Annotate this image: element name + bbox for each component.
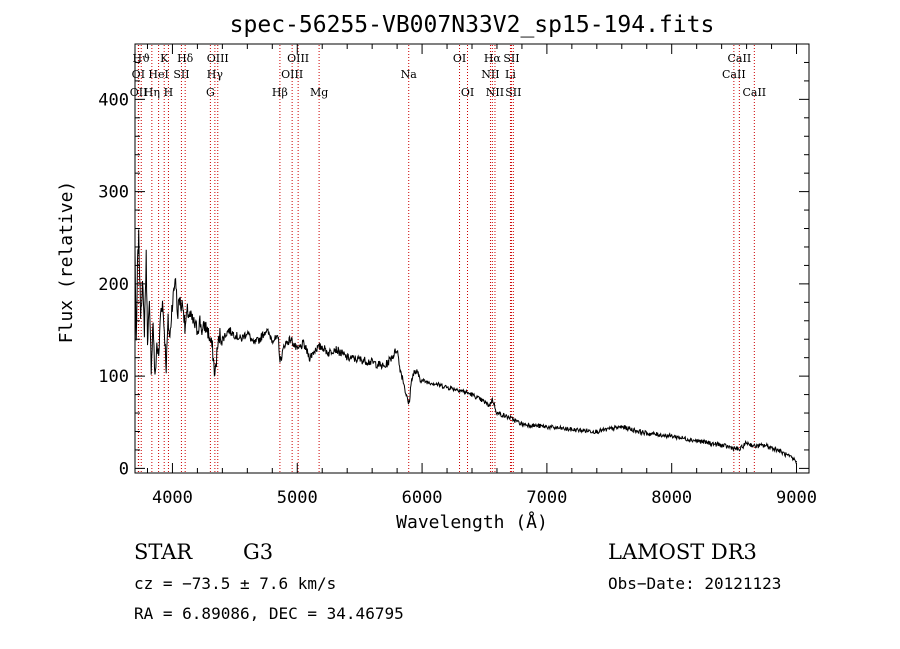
- line-label-7: H: [164, 86, 174, 99]
- line-label-0: Hϑ: [133, 52, 151, 65]
- line-label-20: SII: [503, 52, 519, 65]
- line-label-12: OIII: [287, 52, 309, 65]
- line-label-24: SII: [505, 86, 521, 99]
- x-tick-label-0: 4000: [152, 488, 193, 508]
- sky-coordinates: RA = 6.89086, DEC = 34.46795: [134, 604, 404, 623]
- x-tick-label-2: 6000: [402, 488, 443, 508]
- line-label-5: Hη: [144, 86, 160, 99]
- line-label-26: CaII: [722, 68, 746, 81]
- line-label-18: OI: [461, 86, 474, 99]
- line-label-25: CaII: [728, 52, 752, 65]
- line-label-22: Li: [505, 68, 516, 81]
- emission-line-markers: [137, 45, 755, 472]
- line-label-3: K: [160, 52, 169, 65]
- x-tick-label-3: 7000: [526, 488, 567, 508]
- x-axis-ticks: 4000 5000 6000 7000 8000 9000: [146, 44, 817, 508]
- x-tick-label-4: 8000: [651, 488, 692, 508]
- y-axis-label: Flux (relative): [56, 181, 77, 344]
- line-label-15: Mg: [310, 86, 328, 99]
- y-tick-label-4: 400: [98, 90, 129, 110]
- observation-date: Obs−Date: 20121123: [608, 574, 782, 593]
- spectrum-line: [134, 229, 797, 465]
- chart-title: spec-56255-VB007N33V2_sp15-194.fits: [230, 12, 715, 38]
- redshift-cz: cz = −73.5 ± 7.6 km/s: [134, 574, 337, 593]
- line-label-19: Hα: [484, 52, 502, 65]
- x-tick-label-5: 9000: [776, 488, 817, 508]
- line-label-27: CaII: [742, 86, 766, 99]
- line-label-16: Na: [401, 68, 418, 81]
- object-subclass: G3: [243, 540, 274, 564]
- line-label-13: OIII: [281, 68, 303, 81]
- y-axis-ticks: 0 100 200 300 400: [98, 61, 809, 479]
- x-tick-label-1: 5000: [277, 488, 318, 508]
- line-label-10: Hγ: [207, 68, 224, 81]
- x-axis-label: Wavelength (Å): [396, 511, 548, 533]
- line-label-14: Hβ: [272, 86, 288, 99]
- line-label-1: OI: [132, 68, 145, 81]
- object-class: STAR: [134, 540, 193, 564]
- line-label-9: OIII: [207, 52, 229, 65]
- line-label-21: NII: [481, 68, 499, 81]
- line-label-8: Hδ: [177, 52, 194, 65]
- line-label-4: HeI: [148, 68, 168, 81]
- line-label-6: SII: [173, 68, 189, 81]
- line-label-2: OII: [130, 86, 148, 99]
- plot-frame: [134, 43, 810, 474]
- y-tick-label-1: 100: [98, 367, 129, 387]
- line-label-11: G: [206, 86, 215, 99]
- survey-name: LAMOST DR3: [608, 540, 757, 564]
- emission-line-labels: Hϑ OI OII K HeI Hη SII H Hδ OIII Hγ G OIII OIII Hβ Mg Na…: [130, 52, 766, 99]
- y-tick-label-2: 200: [98, 275, 129, 295]
- line-label-23: NII: [486, 86, 504, 99]
- line-label-17: OI: [453, 52, 466, 65]
- y-tick-label-3: 300: [98, 183, 129, 203]
- y-tick-label-0: 0: [119, 459, 129, 479]
